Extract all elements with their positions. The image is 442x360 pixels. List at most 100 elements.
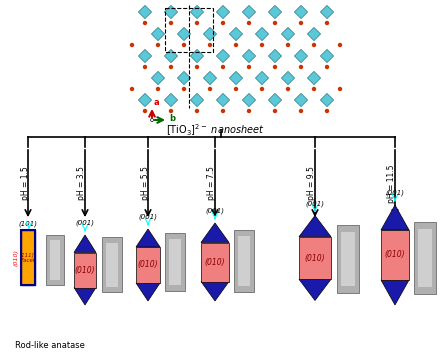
Circle shape [274,109,277,113]
Circle shape [221,109,225,113]
Bar [102,237,122,292]
Circle shape [339,44,342,46]
Text: a: a [154,98,160,107]
Circle shape [209,44,212,46]
Circle shape [248,66,251,68]
Text: pH = 7.5: pH = 7.5 [207,167,217,201]
Polygon shape [307,27,320,41]
Text: (010): (010) [75,266,95,274]
Circle shape [195,66,198,68]
Circle shape [300,22,302,24]
Bar [21,230,35,285]
Circle shape [235,87,237,90]
Polygon shape [152,27,164,41]
Text: (001): (001) [385,189,404,196]
Circle shape [195,22,198,24]
Circle shape [150,118,153,122]
Polygon shape [164,49,178,63]
Polygon shape [268,93,282,107]
Text: pH = 9.5: pH = 9.5 [308,167,316,201]
Circle shape [248,109,251,113]
Bar [169,239,181,285]
Polygon shape [299,279,331,301]
Polygon shape [177,71,191,85]
Bar [74,252,96,288]
Polygon shape [164,93,178,107]
Polygon shape [201,282,229,301]
Polygon shape [138,49,152,63]
Polygon shape [201,223,229,243]
Circle shape [260,87,263,90]
Circle shape [169,22,172,24]
Circle shape [300,66,302,68]
Circle shape [286,87,290,90]
Circle shape [130,44,133,46]
Polygon shape [268,49,282,63]
Bar [50,240,61,280]
Bar [341,232,354,286]
Bar [414,222,436,294]
Polygon shape [320,5,334,19]
Text: (010): (010) [385,251,405,260]
Bar [46,235,64,285]
Polygon shape [136,283,160,301]
Text: Rod-like anatase: Rod-like anatase [15,341,85,350]
Text: (010): (010) [138,261,158,270]
Text: (001): (001) [76,220,95,226]
Circle shape [325,109,328,113]
Circle shape [274,22,277,24]
Text: (001): (001) [138,213,157,220]
Text: $[\mathrm{TiO_3}]^{2-}$ nanosheet: $[\mathrm{TiO_3}]^{2-}$ nanosheet [166,122,264,138]
Circle shape [286,44,290,46]
Text: (001): (001) [206,207,225,214]
Circle shape [130,87,133,90]
Text: pH = 11.5: pH = 11.5 [388,164,396,203]
Polygon shape [203,71,217,85]
Circle shape [260,44,263,46]
Polygon shape [229,71,243,85]
Text: b: b [169,114,175,123]
Polygon shape [242,5,255,19]
Circle shape [169,66,172,68]
Polygon shape [191,5,204,19]
Polygon shape [152,71,164,85]
Polygon shape [255,27,269,41]
Bar [337,225,359,293]
Circle shape [156,44,160,46]
Polygon shape [255,71,269,85]
Circle shape [325,66,328,68]
Bar [238,236,250,286]
Polygon shape [164,5,178,19]
Polygon shape [191,49,204,63]
Polygon shape [294,49,308,63]
Polygon shape [242,49,255,63]
Bar [136,247,160,283]
Circle shape [221,22,225,24]
Polygon shape [74,288,96,305]
Polygon shape [282,71,295,85]
Polygon shape [381,205,409,230]
Bar [201,243,229,282]
Text: pH = 3.5: pH = 3.5 [77,167,87,201]
Circle shape [312,44,316,46]
Polygon shape [381,280,409,305]
Circle shape [300,109,302,113]
Bar [381,230,409,280]
Polygon shape [191,93,204,107]
Polygon shape [282,27,295,41]
Text: (010): (010) [205,257,225,266]
Bar [165,233,185,291]
Polygon shape [136,229,160,247]
Polygon shape [294,93,308,107]
Circle shape [248,22,251,24]
Circle shape [312,87,316,90]
Bar [234,230,254,292]
Polygon shape [242,93,255,107]
Circle shape [195,109,198,113]
Polygon shape [307,71,320,85]
Polygon shape [229,27,243,41]
Text: [111]-
Facet: [111]- Facet [19,252,36,263]
Text: (010): (010) [305,253,325,262]
Polygon shape [177,27,191,41]
Circle shape [156,87,160,90]
